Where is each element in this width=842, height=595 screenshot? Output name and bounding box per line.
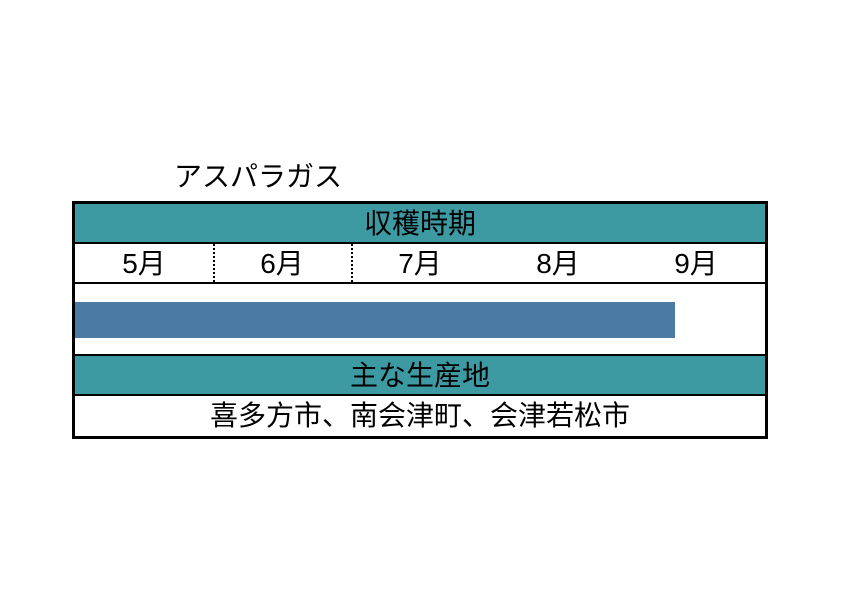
month-cell: 8月: [489, 244, 627, 282]
month-divider: [351, 244, 353, 282]
harvest-bar: [75, 302, 675, 338]
month-cell: 9月: [627, 244, 765, 282]
info-card: アスパラガス 収穫時期 5月6月7月8月9月 主な生産地 喜多方市、南会津町、会…: [72, 155, 768, 439]
month-cell: 6月: [213, 244, 351, 282]
month-divider: [213, 244, 215, 282]
months-row: 5月6月7月8月9月: [75, 244, 765, 284]
regions-row: 喜多方市、南会津町、会津若松市: [75, 396, 765, 436]
harvest-bar-row: [75, 284, 765, 356]
info-table: 収穫時期 5月6月7月8月9月 主な生産地 喜多方市、南会津町、会津若松市: [72, 201, 768, 439]
month-cell: 7月: [351, 244, 489, 282]
region-header-row: 主な生産地: [75, 356, 765, 396]
harvest-header-row: 収穫時期: [75, 204, 765, 244]
month-cell: 5月: [75, 244, 213, 282]
product-title: アスパラガス: [174, 155, 768, 195]
